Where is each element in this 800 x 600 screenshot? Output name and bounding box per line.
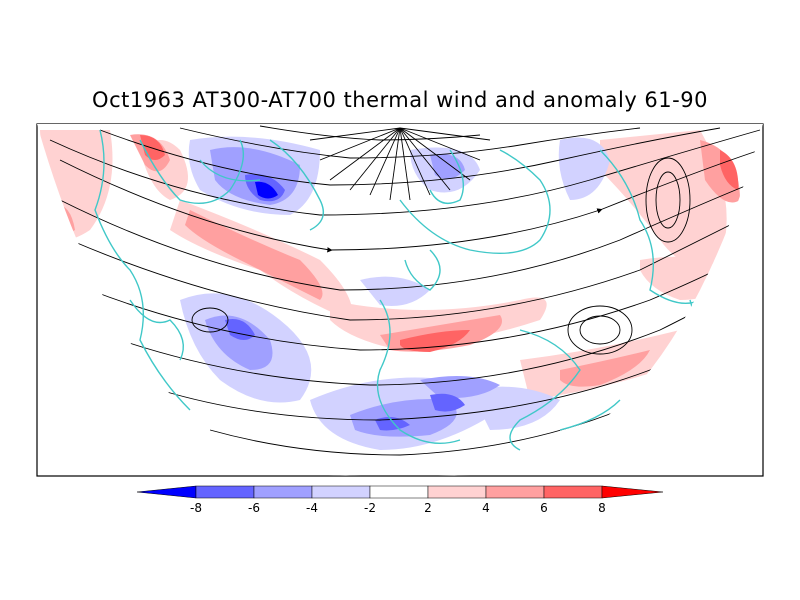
- colorbar-arrow-right: [601, 485, 664, 499]
- colorbar-tick-label: -4: [306, 501, 318, 515]
- colorbar-bin: [485, 485, 545, 499]
- colorbar-bin: [543, 485, 603, 499]
- colorbar-tick-label: 2: [424, 501, 432, 515]
- colorbar: -8 -6 -4 -2 2 4 6 8: [136, 485, 664, 515]
- colorbar-tick-label: -8: [190, 501, 202, 515]
- colorbar-tick-label: 4: [482, 501, 490, 515]
- colorbar-bin: [195, 485, 255, 499]
- colorbar-arrow-left: [136, 485, 197, 499]
- colorbar-tick-label: -2: [364, 501, 376, 515]
- colorbar-tick-label: -6: [248, 501, 260, 515]
- colorbar-bin: [311, 485, 371, 499]
- colorbar-bin: [427, 485, 487, 499]
- colorbar-bin: [369, 485, 429, 499]
- colorbar-tick-label: 6: [540, 501, 548, 515]
- map-title: Oct1963 AT300-AT700 thermal wind and ano…: [92, 88, 708, 112]
- colorbar-bin: [253, 485, 313, 499]
- colorbar-tick-label: 8: [598, 501, 606, 515]
